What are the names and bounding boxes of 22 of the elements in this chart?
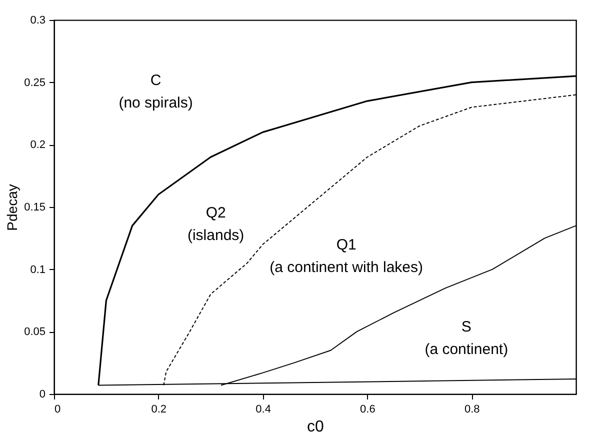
annotation: (a continent) <box>424 341 508 358</box>
y-tick-label: 0 <box>39 388 46 400</box>
y-tick-label: 0.25 <box>24 76 46 89</box>
x-tick-label: 0.2 <box>151 404 167 416</box>
x-tick-label: 0 <box>54 404 61 416</box>
annotation: Q1 <box>336 236 356 254</box>
annotation: (islands) <box>187 227 244 244</box>
annotation: Q2 <box>206 204 226 222</box>
y-tick-label: 0.15 <box>24 202 46 214</box>
y-tick-label: 0.1 <box>30 264 46 276</box>
annotation: C <box>150 72 162 89</box>
x-tick-label: 0.6 <box>360 404 376 416</box>
x-axis-title: c0 <box>307 418 324 433</box>
y-axis-title: Pdecay <box>4 184 20 231</box>
y-tick-label: 0.05 <box>24 326 46 338</box>
y-tick-label: 0.2 <box>30 139 46 152</box>
x-tick-label: 0.4 <box>256 404 271 416</box>
annotation: (a continent with lakes) <box>270 258 424 276</box>
annotation: (no spirals) <box>118 94 193 112</box>
annotation: S <box>461 318 472 336</box>
y-tick-label: 0.3 <box>30 14 46 26</box>
x-tick-label: 0.8 <box>464 404 480 416</box>
